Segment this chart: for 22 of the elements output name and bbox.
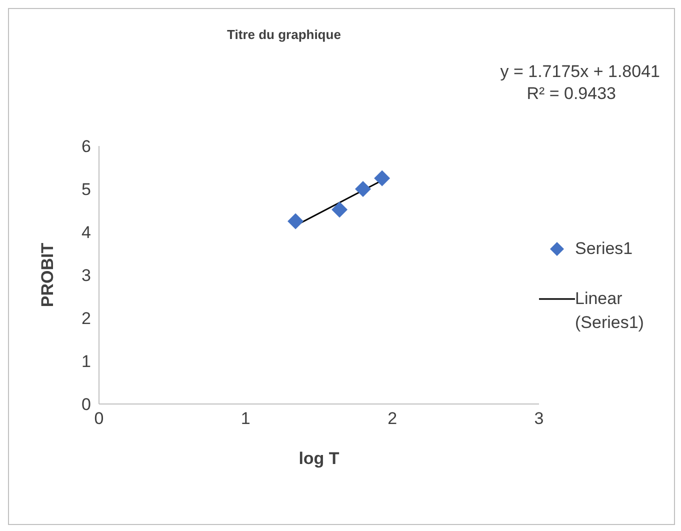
y-axis-title: PROBIT <box>38 242 58 308</box>
x-tick-label: 3 <box>534 409 544 428</box>
y-tick-label: 1 <box>82 352 91 372</box>
text: y = 1.7175x + 1.8041 <box>500 61 660 83</box>
y-tick-label: 6 <box>82 137 91 156</box>
legend-label: Linear (Series1) <box>575 288 645 334</box>
point <box>288 213 304 230</box>
y-tick-label: 5 <box>82 180 91 200</box>
chart-title: Titre du graphique <box>226 27 342 42</box>
x-axis-title: log T <box>298 449 340 468</box>
point <box>355 181 371 197</box>
x-tick-label: 1 <box>240 409 250 428</box>
legend-label: Series1 <box>575 238 634 260</box>
point <box>332 202 348 218</box>
y-tick-label: 0 <box>82 395 91 414</box>
y-tick-label: 2 <box>82 309 91 328</box>
y-tick-label: 3 <box>82 266 91 286</box>
x-tick-label: 0 <box>94 409 104 428</box>
x-tick-label: 2 <box>388 409 398 428</box>
text: R² = 0.9433 <box>526 83 616 105</box>
point <box>374 170 390 186</box>
y-tick-label: 4 <box>82 223 91 242</box>
